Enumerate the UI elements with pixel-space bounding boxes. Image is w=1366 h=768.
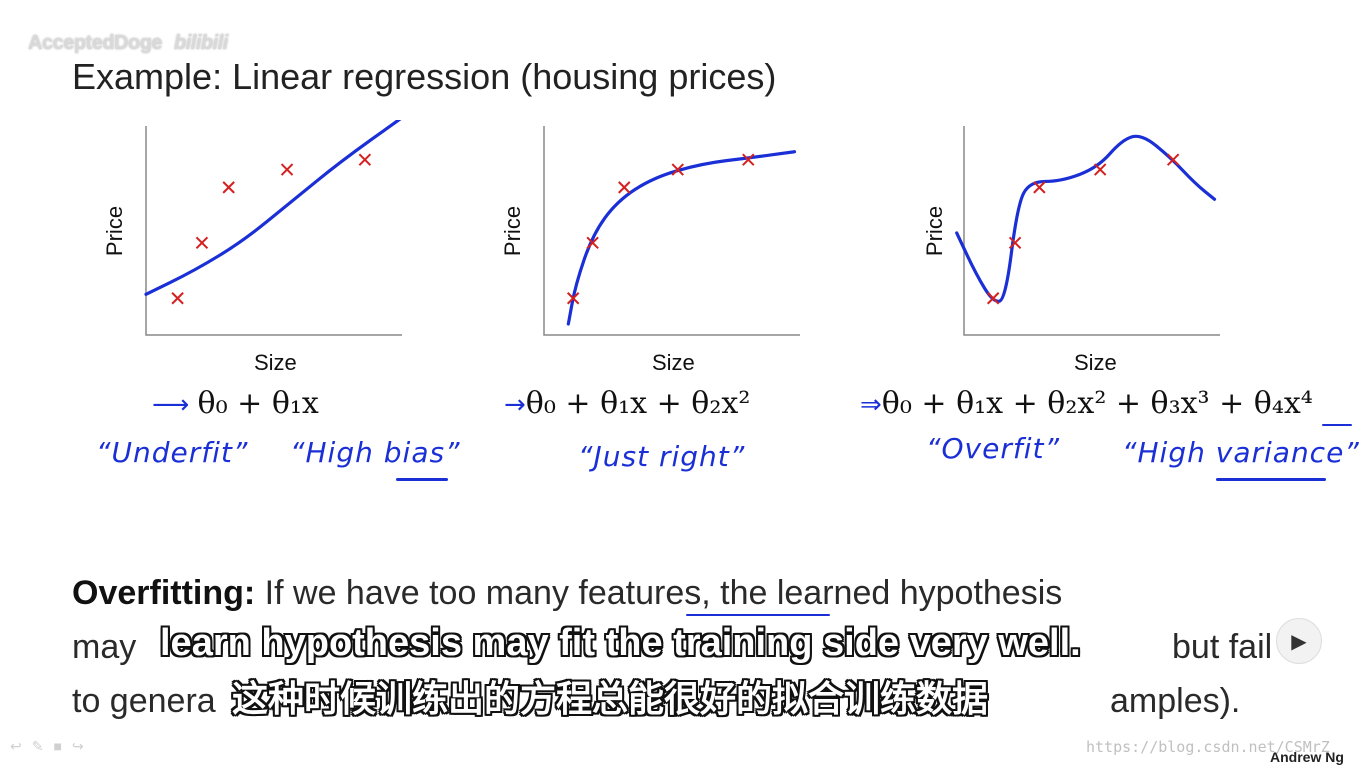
- data-point-4: [671, 163, 684, 176]
- channel-watermark: AcceptedDoge bilibili: [28, 32, 228, 55]
- data-point-4: [1093, 163, 1107, 176]
- next-button[interactable]: ▶: [1276, 618, 1322, 664]
- data-point-5: [1166, 153, 1180, 166]
- plot-3-note-overfit: “Overfit”: [926, 432, 1060, 465]
- plot-axes: [963, 126, 1220, 336]
- data-point-1: [171, 292, 184, 305]
- source-url: https://blog.csdn.net/CSMrZ: [1086, 738, 1330, 756]
- plot-1-note-underfit: “Underfit”: [96, 436, 249, 469]
- plot-1-ylabel: Price: [102, 205, 128, 257]
- box-icon[interactable]: ■: [53, 738, 72, 754]
- arrow-icon: ⇒: [860, 390, 882, 420]
- overfitting-line-1: Overfitting: If we have too many feature…: [72, 574, 1063, 612]
- fit-curve: [955, 134, 1217, 303]
- underline-bias: [396, 478, 448, 481]
- overfitting-line-2-end: but fail: [1172, 628, 1273, 666]
- plot-just-right: [543, 126, 800, 336]
- fit-curve: [144, 120, 402, 296]
- player-tools: ↩✎■↪: [10, 738, 94, 755]
- plot-3-xlabel: Size: [1074, 350, 1117, 375]
- plot-overfit: [955, 126, 1220, 336]
- channel-name: AcceptedDoge: [28, 32, 163, 54]
- data-point-1: [986, 292, 1000, 305]
- subtitle-english: learn hypothesis may fit the training si…: [160, 622, 1081, 664]
- overfitting-line-3-end: amples).: [1110, 682, 1241, 720]
- plot-axes: [145, 126, 402, 336]
- subtitle-chinese: 这种时候训练出的方程总能很好的拟合训练数据: [232, 678, 989, 719]
- plot-3-formula: ⇒θ₀ + θ₁x + θ₂x² + θ₃x³ + θ₄x⁴: [860, 386, 1313, 421]
- back-icon[interactable]: ↩: [10, 738, 32, 754]
- data-point-1: [566, 292, 580, 305]
- data-point-5: [358, 153, 372, 166]
- plot-3-note-high-variance: “High variance”: [1122, 436, 1360, 469]
- pen-icon[interactable]: ✎: [31, 738, 54, 754]
- data-point-4: [280, 163, 294, 176]
- underline-features: [686, 614, 830, 616]
- author-label: Andrew Ng: [1270, 749, 1344, 765]
- data-point-5: [742, 153, 755, 166]
- plot-axes: [543, 126, 800, 336]
- overfitting-label: Overfitting:: [72, 574, 256, 612]
- plot-2-formula: →θ₀ + θ₁x + θ₂x²: [504, 386, 751, 421]
- plot-2-note-just-right: “Just right”: [578, 440, 746, 473]
- underline-x4: [1322, 424, 1352, 426]
- next-icon: ▶: [1291, 630, 1307, 653]
- plot-underfit: [144, 120, 402, 336]
- fit-curve: [566, 150, 797, 326]
- plot-1-formula: ⟶ θ₀ + θ₁x: [152, 386, 319, 421]
- plot-2-xlabel: Size: [652, 350, 695, 375]
- slide-title: Example: Linear regression (housing pric…: [72, 56, 777, 97]
- data-point-2: [586, 236, 599, 250]
- data-point-3: [618, 181, 631, 194]
- arrow-icon: ⟶: [152, 390, 198, 420]
- plot-3-ylabel: Price: [922, 205, 948, 257]
- data-point-3: [1033, 181, 1046, 194]
- data-point-2: [1008, 236, 1022, 250]
- plot-1-note-high-bias: “High bias”: [290, 436, 461, 469]
- arrow-icon: →: [504, 390, 526, 420]
- data-point-3: [222, 181, 235, 194]
- overfitting-line-2: may: [72, 628, 137, 666]
- underline-variance: [1216, 478, 1326, 481]
- plot-1-xlabel: Size: [254, 350, 297, 375]
- bilibili-logo: bilibili: [174, 32, 228, 54]
- data-point-2: [195, 236, 209, 250]
- plot-2-ylabel: Price: [500, 205, 526, 257]
- forward-icon[interactable]: ↪: [71, 738, 94, 754]
- overfitting-line-3: to genera: [72, 682, 216, 720]
